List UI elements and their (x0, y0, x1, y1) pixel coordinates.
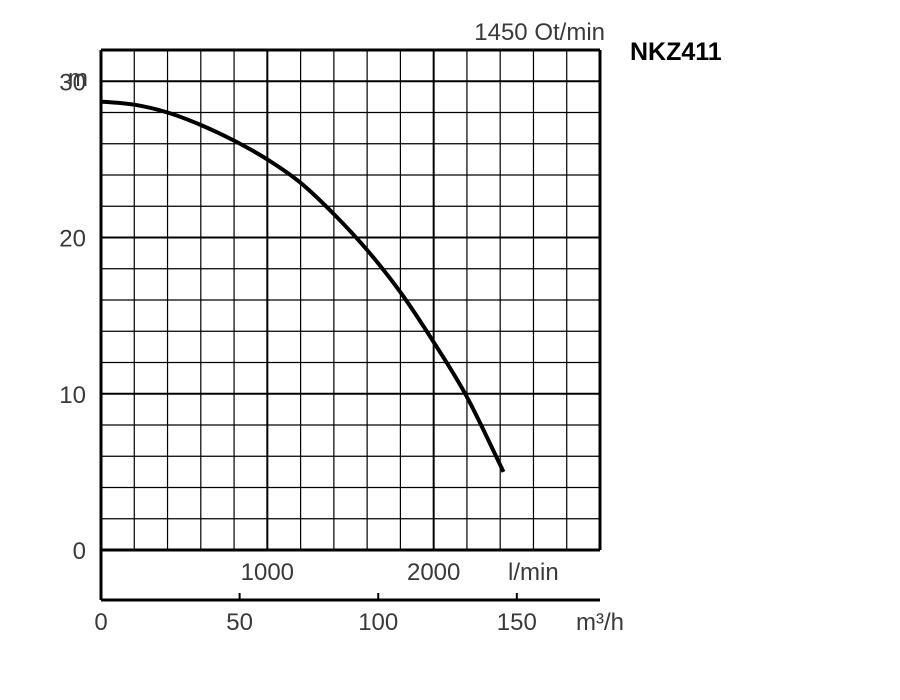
axes (99, 48, 602, 602)
y-axis-label: m (68, 65, 88, 92)
x-tick-label-top: 2000 (407, 559, 460, 586)
chart-title: NKZ411 (630, 38, 722, 66)
y-tick-label: 30 (59, 69, 86, 96)
x-axis-label-bottom: m³/h (576, 609, 624, 636)
subtitle: 1450 Ot/min (474, 19, 605, 46)
x-tick-label-bottom: 150 (497, 609, 537, 636)
y-tick-label: 0 (73, 538, 86, 565)
y-tick-label: 10 (59, 382, 86, 409)
labels-layer: 1450 Ot/min NKZ411 m l/min m³/h 0 10 20 30 1… (59, 19, 722, 636)
grid (101, 50, 600, 550)
performance-curve-line (100, 99, 506, 473)
y-tick-label: 20 (59, 226, 86, 253)
series-layer (100, 99, 506, 473)
x-axis-label-top: l/min (508, 559, 559, 586)
x-tick-label-bottom: 100 (358, 609, 398, 636)
x-tick-label-top: 1000 (241, 559, 294, 586)
x-tick-label-bottom: 50 (226, 609, 253, 636)
x-tick-label-bottom: 0 (94, 609, 107, 636)
